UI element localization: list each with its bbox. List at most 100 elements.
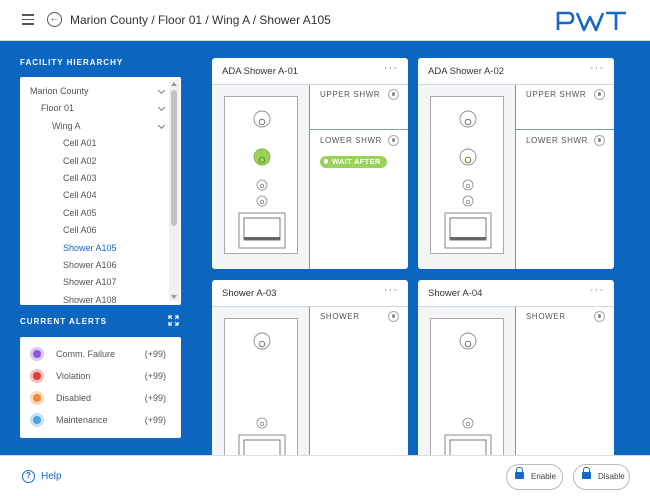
card-title: ADA Shower A-02	[428, 66, 505, 77]
tree-item-label: Wing A	[52, 120, 81, 131]
valve-label: LOWER SHWR	[320, 136, 382, 145]
comm-failure-icon	[30, 347, 44, 361]
water-drop-icon[interactable]	[594, 135, 605, 146]
card-divider	[515, 307, 516, 455]
disable-button[interactable]: Disable	[573, 464, 630, 490]
chevron-down-icon[interactable]	[157, 86, 166, 95]
valve-label: SHOWER	[320, 312, 360, 321]
valve-divider	[516, 129, 614, 130]
water-drop-icon[interactable]	[388, 89, 399, 100]
back-arrow-icon[interactable]: ←	[47, 12, 62, 27]
alerts-panel: Comm. Failure (+99) Violation (+99) Disabled…	[20, 337, 181, 438]
main-area: FACILITY HIERARCHY Shower A108 Shower A10…	[0, 41, 650, 455]
card-title: Shower A-03	[222, 288, 277, 299]
breadcrumb: Marion County / Floor 01 / Wing A / Show…	[70, 13, 331, 27]
tree-item-label: Shower A105	[63, 242, 117, 253]
more-options-icon[interactable]: ···	[384, 62, 398, 74]
fixture-panel	[430, 318, 504, 455]
alert-row[interactable]: Comm. Failure (+99)	[30, 346, 176, 362]
card-header: Shower A-03 ···	[212, 280, 408, 307]
shower-card[interactable]: Shower A-03 ··· SHOWER	[212, 280, 408, 455]
more-options-icon[interactable]: ···	[590, 62, 604, 74]
shower-card[interactable]: ADA Shower A-02 ··· UPPER SHWR LOWER SHWR	[418, 58, 614, 269]
shower-card[interactable]: Shower A-04 ··· SHOWER	[418, 280, 614, 455]
tree-scrollbar[interactable]	[169, 80, 179, 301]
alert-label: Violation	[56, 371, 91, 381]
fixture-panel	[224, 96, 298, 254]
wait-after-badge: WAIT AFTER	[320, 156, 387, 168]
alert-label: Disabled	[56, 393, 92, 403]
disabled-lock-icon	[30, 391, 44, 405]
disabled-lock-icon-glyph	[33, 394, 41, 402]
alert-count: (+99)	[144, 415, 166, 425]
unlock-icon	[515, 467, 524, 479]
tree-item-label: Shower A107	[63, 277, 117, 288]
scroll-up-icon[interactable]	[171, 82, 177, 86]
tree-item-label: Cell A05	[63, 207, 97, 218]
scroll-thumb[interactable]	[171, 90, 177, 226]
tree-item[interactable]: Cell A04	[20, 187, 166, 204]
tree-item[interactable]: Shower A108	[20, 292, 166, 305]
tree-item-label: Shower A108	[63, 294, 117, 305]
scroll-down-icon[interactable]	[171, 295, 177, 299]
water-drop-icon[interactable]	[388, 311, 399, 322]
card-divider	[309, 85, 310, 269]
disable-label: Disable	[598, 472, 625, 481]
alert-row[interactable]: Maintenance (+99)	[30, 412, 176, 428]
facility-tree: Shower A108 Shower A107 Shower A106 Shower …	[20, 77, 181, 305]
water-drop-icon[interactable]	[594, 311, 605, 322]
valve-label: LOWER SHWR	[526, 136, 588, 145]
expand-icon[interactable]	[168, 315, 179, 326]
tree-item[interactable]: Shower A105	[20, 240, 166, 257]
fixture-panel	[224, 318, 298, 455]
tree-item[interactable]: Cell A02	[20, 153, 166, 170]
help-icon: ?	[22, 470, 35, 483]
lock-icon	[582, 467, 591, 479]
more-options-icon[interactable]: ···	[384, 284, 398, 296]
card-title: ADA Shower A-01	[222, 66, 299, 77]
tree-item-label: Cell A02	[63, 155, 97, 166]
violation-icon	[30, 369, 44, 383]
alert-label: Comm. Failure	[56, 349, 116, 359]
tree-item[interactable]: Cell A05	[20, 205, 166, 222]
violation-icon-glyph	[33, 372, 41, 380]
maintenance-wrench-icon	[30, 413, 44, 427]
tree-item[interactable]: Cell A01	[20, 135, 166, 152]
tree-item-label: Marion County	[30, 86, 89, 96]
hamburger-icon[interactable]	[22, 14, 34, 25]
alert-count: (+99)	[144, 393, 166, 403]
shower-card[interactable]: ADA Shower A-01 ··· UPPER SHWR LOWER SHWR WA…	[212, 58, 408, 269]
pwt-logo	[556, 11, 626, 32]
more-options-icon[interactable]: ···	[590, 284, 604, 296]
tree-item[interactable]: Shower A107	[20, 274, 166, 291]
tree-item-label: Cell A01	[63, 138, 97, 149]
card-divider	[309, 307, 310, 455]
tree-item-label: Cell A06	[63, 225, 97, 236]
water-drop-icon[interactable]	[594, 89, 605, 100]
tree-item-label: Shower A106	[63, 260, 117, 270]
card-title: Shower A-04	[428, 288, 483, 299]
tree-item[interactable]: Marion County	[20, 83, 166, 100]
alert-count: (+99)	[144, 371, 166, 381]
facility-hierarchy-title: FACILITY HIERARCHY	[20, 58, 124, 67]
enable-button[interactable]: Enable	[506, 464, 563, 490]
enable-label: Enable	[531, 472, 556, 481]
fixture-panel	[430, 96, 504, 254]
tree-item[interactable]: Floor 01	[20, 100, 166, 117]
chevron-down-icon[interactable]	[157, 104, 166, 112]
tree-item[interactable]: Shower A106	[20, 257, 166, 274]
alert-row[interactable]: Disabled (+99)	[30, 390, 176, 406]
card-header: Shower A-04 ···	[418, 280, 614, 307]
tree-item[interactable]: Cell A06	[20, 222, 166, 239]
tree-item[interactable]: Wing A	[20, 118, 166, 135]
alert-label: Maintenance	[56, 415, 108, 425]
water-drop-icon[interactable]	[388, 135, 399, 146]
card-divider	[515, 85, 516, 269]
card-header: ADA Shower A-02 ···	[418, 58, 614, 85]
chevron-down-icon[interactable]	[157, 121, 166, 129]
valve-label: UPPER SHWR	[526, 90, 587, 99]
alert-row[interactable]: Violation (+99)	[30, 368, 176, 384]
tree-item[interactable]: Cell A03	[20, 170, 166, 187]
alert-count: (+99)	[144, 349, 166, 359]
card-header: ADA Shower A-01 ···	[212, 58, 408, 85]
